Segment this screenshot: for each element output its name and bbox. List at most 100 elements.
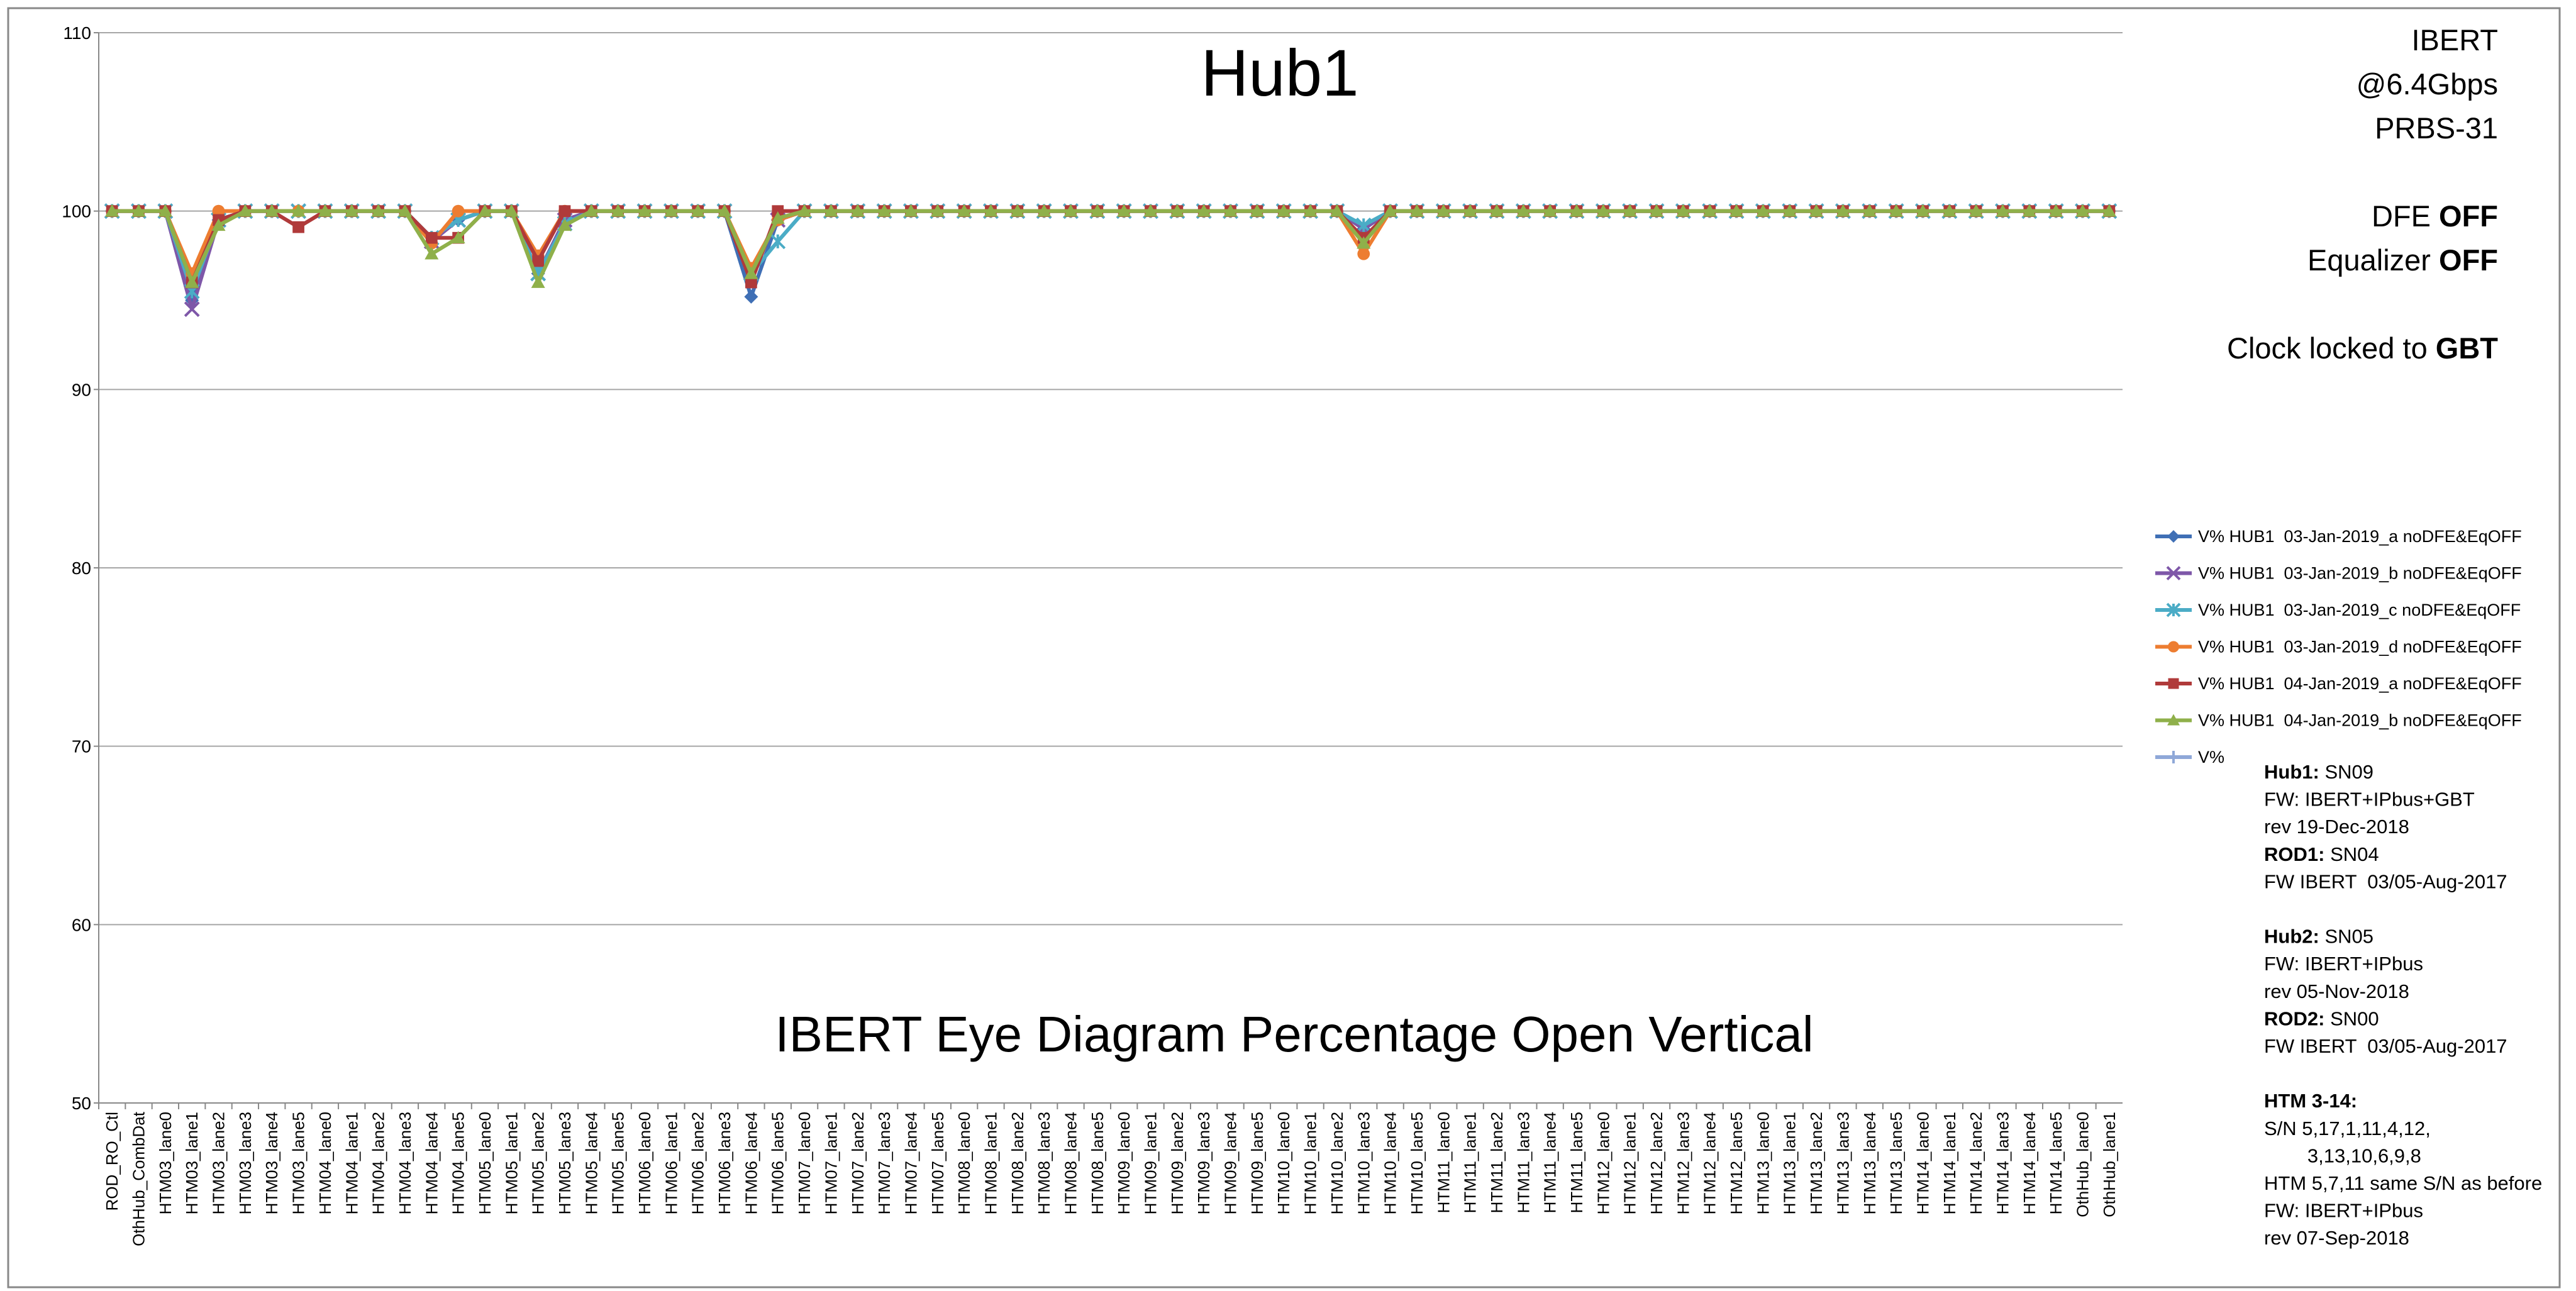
text-segment: OFF: [2439, 199, 2498, 233]
x-tick-label: HTM06_lane1: [662, 1112, 680, 1214]
text-segment: PRBS-31: [2375, 111, 2498, 145]
x-tick-label: HTM03_lane4: [262, 1112, 281, 1214]
side-note: Equalizer OFF: [2307, 243, 2498, 277]
point: [744, 266, 758, 279]
point: [131, 204, 146, 217]
point: [1942, 204, 1957, 217]
point: [532, 255, 544, 267]
point: [1463, 204, 1477, 217]
x-tick-label: HTM09_lane0: [1114, 1112, 1133, 1214]
x-tick-label: HTM08_lane3: [1035, 1112, 1053, 1214]
text-segment: Equalizer: [2307, 243, 2439, 277]
x-tick-label: HTM11_lane2: [1487, 1112, 1506, 1213]
point: [2102, 204, 2116, 217]
x-tick-label: HTM10_lane5: [1407, 1112, 1426, 1214]
legend-label: V% HUB1 03-Jan-2019_a noDFE&EqOFF: [2198, 527, 2522, 546]
note-line: rev 19-Dec-2018: [2264, 816, 2409, 838]
x-tick-label: HTM04_lane3: [396, 1112, 414, 1214]
point: [1996, 204, 2010, 217]
text-segment: Hub1:: [2264, 761, 2319, 783]
note-line: FW: IBERT+IPbus: [2264, 953, 2423, 975]
point: [371, 204, 386, 217]
series-line: [112, 209, 2109, 285]
point: [1436, 204, 1451, 217]
text-segment: HTM 5,7,11 same S/N as before: [2264, 1172, 2542, 1194]
point: [318, 204, 332, 217]
x-tick-label: HTM08_lane4: [1061, 1112, 1080, 1214]
point: [1223, 204, 1238, 217]
point: [211, 218, 226, 231]
x-tick-label: HTM06_lane0: [635, 1112, 654, 1214]
point: [770, 233, 786, 250]
text-segment: IBERT: [2411, 23, 2498, 57]
point: [877, 204, 892, 217]
point: [1489, 204, 1504, 217]
x-tick-label: HTM05_lane4: [582, 1112, 601, 1214]
x-tick-label: HTM06_lane3: [715, 1112, 734, 1214]
side-note: @6.4Gbps: [2357, 67, 2498, 101]
x-tick-label: HTM12_lane5: [1727, 1112, 1746, 1214]
point: [1197, 204, 1211, 217]
x-tick-label: HTM11_lane3: [1514, 1112, 1533, 1213]
note-line: 3,13,10,6,9,8: [2264, 1144, 2421, 1166]
note-line: Hub1: SN09: [2264, 761, 2373, 783]
point: [824, 204, 838, 217]
x-tick-label: HTM07_lane3: [875, 1112, 894, 1214]
point: [477, 204, 492, 217]
x-tick-label: HTM08_lane0: [955, 1112, 974, 1214]
text-segment: 3,13,10,6,9,8: [2264, 1144, 2421, 1166]
x-tick-label: HTM06_lane5: [769, 1112, 787, 1214]
point: [1543, 204, 1557, 217]
text-segment: FW: IBERT+IPbus+GBT: [2264, 789, 2475, 811]
text-segment: GBT: [2436, 331, 2499, 365]
x-tick-label: HTM10_lane1: [1301, 1112, 1320, 1214]
point: [1569, 204, 1584, 217]
legend-label: V% HUB1 03-Jan-2019_b noDFE&EqOFF: [2198, 564, 2522, 583]
x-tick-label: OthHub_lane0: [2073, 1112, 2092, 1217]
x-tick-label: HTM13_lane5: [1887, 1112, 1906, 1214]
point: [1303, 204, 1318, 217]
x-tick-label: HTM14_lane2: [1967, 1112, 1985, 1214]
point: [451, 231, 465, 244]
point: [185, 275, 199, 288]
x-tick-label: HTM03_lane2: [209, 1112, 228, 1214]
text-segment: SN09: [2319, 761, 2373, 783]
note-line: HTM 3-14:: [2264, 1090, 2357, 1112]
x-tick-label: HTM09_lane2: [1168, 1112, 1187, 1214]
x-tick-label: HTM13_lane0: [1753, 1112, 1772, 1214]
point: [1010, 204, 1024, 217]
x-tick-label: HTM04_lane1: [342, 1112, 361, 1214]
text-segment: rev 05-Nov-2018: [2264, 980, 2409, 1002]
x-tick-label: HTM13_lane1: [1780, 1112, 1799, 1214]
point: [638, 204, 652, 217]
point: [1117, 204, 1131, 217]
text-segment: S/N 5,17,1,11,4,12,: [2264, 1117, 2431, 1139]
legend-label: V% HUB1 03-Jan-2019_d noDFE&EqOFF: [2198, 638, 2522, 657]
point: [1250, 204, 1264, 217]
point: [745, 276, 757, 289]
x-tick-label: HTM11_lane4: [1541, 1112, 1560, 1213]
x-tick-label: HTM04_lane5: [449, 1112, 468, 1214]
x-tick-label: OthHub_lane1: [2100, 1112, 2119, 1217]
x-tick-label: HTM09_lane1: [1141, 1112, 1160, 1214]
point: [504, 204, 519, 217]
x-tick-label: HTM07_lane0: [795, 1112, 814, 1214]
x-tick-label: HTM07_lane1: [821, 1112, 840, 1214]
x-tick-label: HTM05_lane5: [609, 1112, 628, 1214]
x-tick-label: HTM13_lane3: [1833, 1112, 1852, 1214]
x-tick-label: HTM12_lane1: [1621, 1112, 1640, 1214]
x-tick-label: HTM04_lane4: [422, 1112, 441, 1214]
legend-marker: [2167, 751, 2180, 763]
point: [1037, 204, 1052, 217]
x-tick-label: HTM14_lane5: [2046, 1112, 2065, 1214]
point: [1969, 204, 1984, 217]
point: [397, 204, 412, 217]
legend-marker: [2168, 678, 2179, 689]
point: [265, 204, 279, 217]
text-segment: FW: IBERT+IPbus: [2264, 1200, 2423, 1222]
legend-label: V% HUB1 03-Jan-2019_c noDFE&EqOFF: [2198, 601, 2521, 619]
point: [558, 205, 571, 218]
x-tick-label: HTM07_lane2: [848, 1112, 867, 1214]
y-tick-label: 60: [72, 915, 91, 934]
